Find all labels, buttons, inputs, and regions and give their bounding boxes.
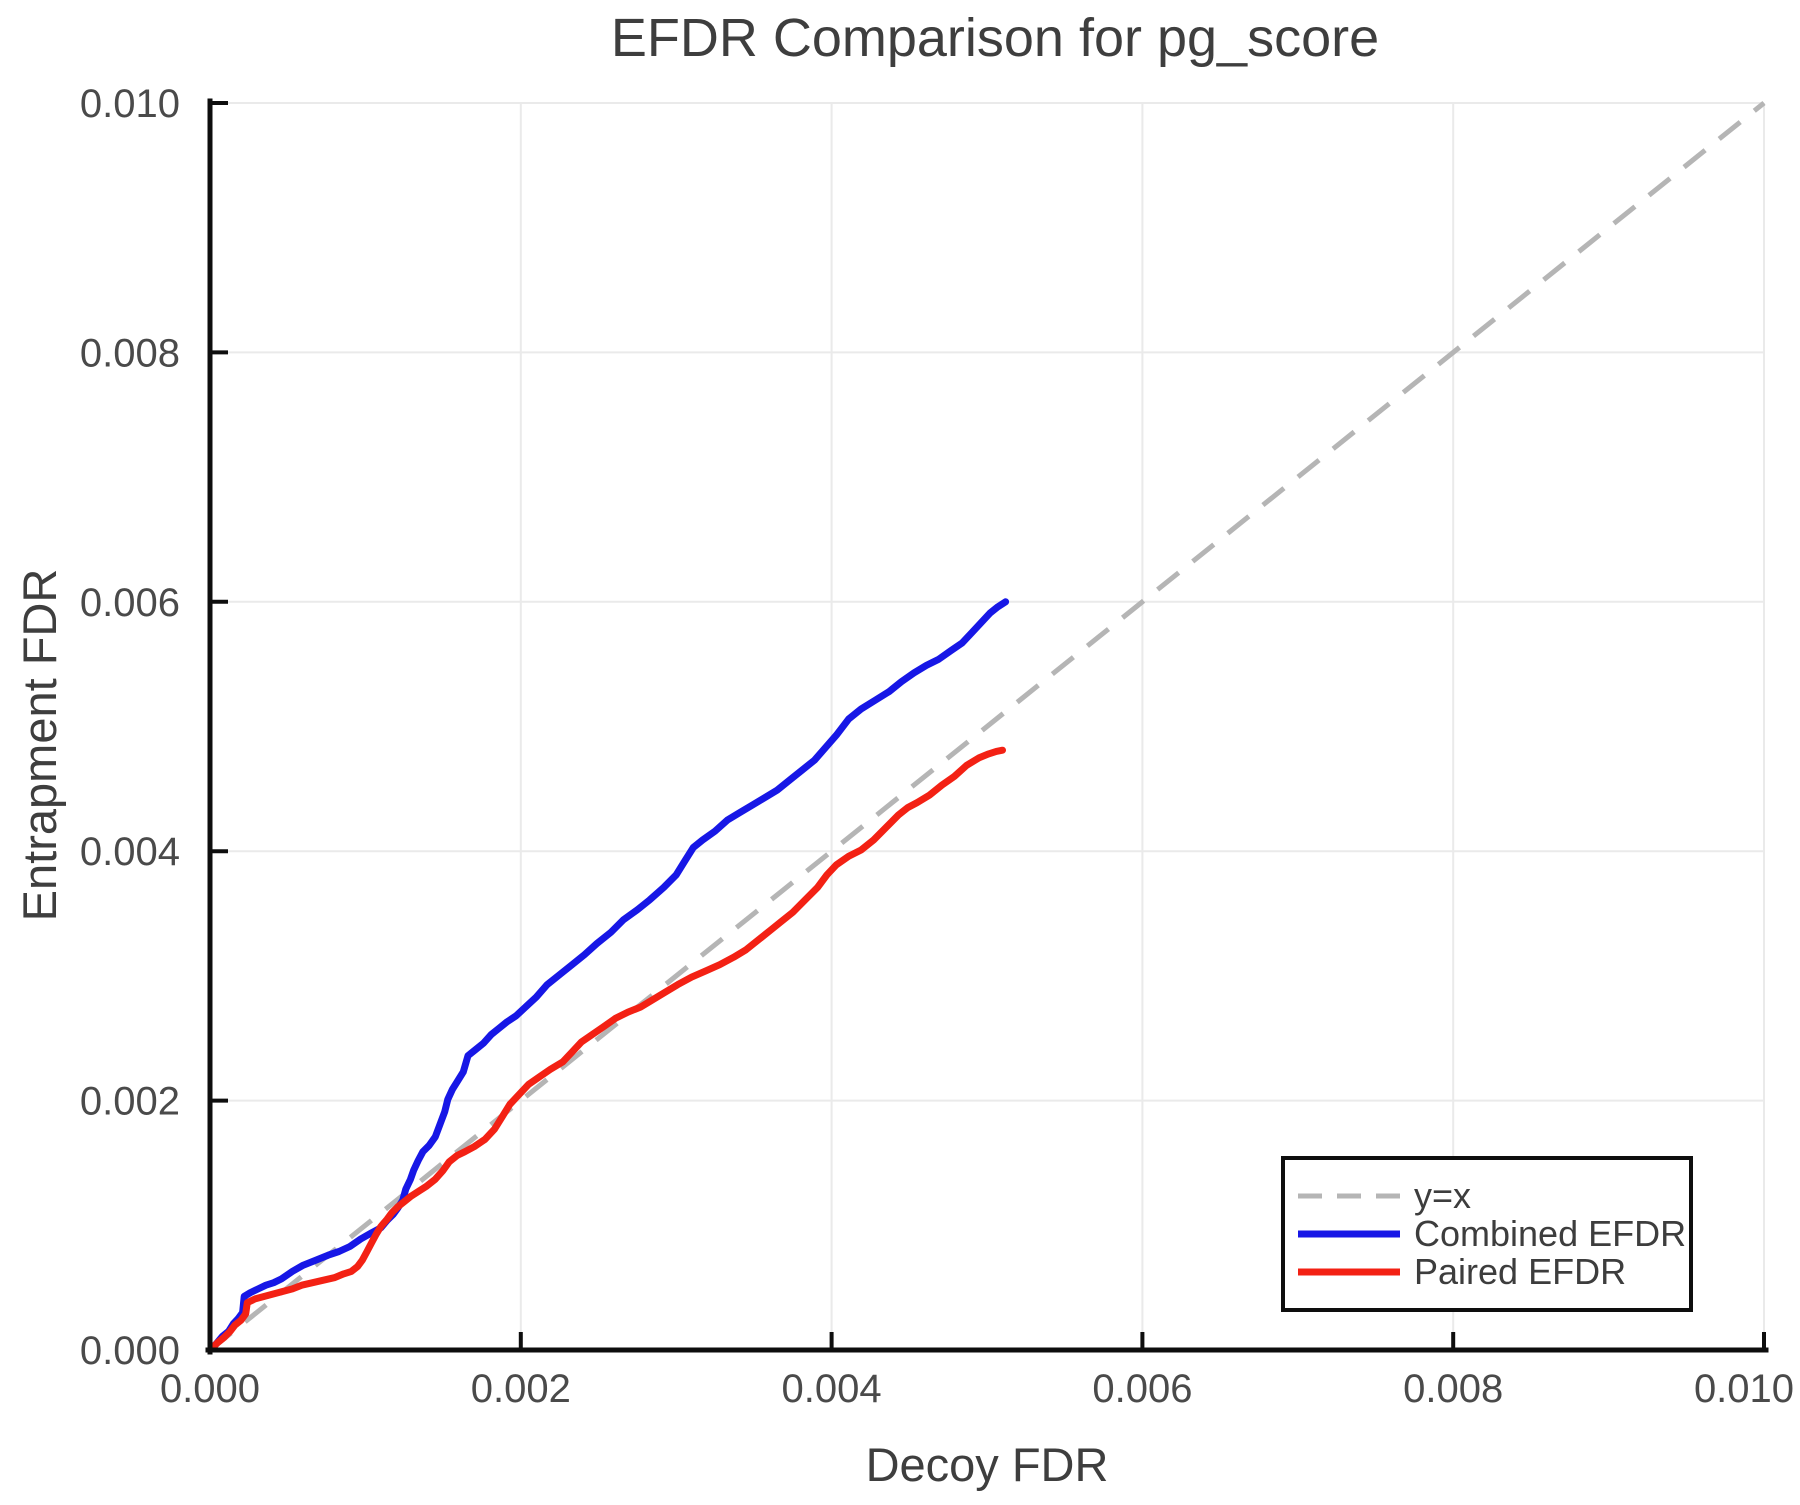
x-tick-label: 0.004 (782, 1367, 882, 1411)
y-tick-label: 0.000 (80, 1329, 180, 1373)
legend-label-identity: y=x (1414, 1175, 1471, 1216)
identity-line (208, 101, 1766, 1352)
y-tick-labels: 0.000 0.002 0.004 0.006 0.008 0.010 (80, 82, 180, 1373)
x-tick-label: 0.006 (1092, 1367, 1192, 1411)
legend-label-combined: Combined EFDR (1414, 1213, 1686, 1254)
y-tick-label: 0.006 (80, 581, 180, 625)
x-tick-labels: 0.000 0.002 0.004 0.006 0.008 0.010 (160, 1367, 1794, 1411)
y-tick-label: 0.004 (80, 830, 180, 874)
gridlines (210, 102, 1765, 1350)
x-tick-label: 0.010 (1694, 1367, 1794, 1411)
y-tick-label: 0.002 (80, 1080, 180, 1124)
x-tick-label: 0.002 (471, 1367, 571, 1411)
y-tick-label: 0.008 (80, 331, 180, 375)
y-axis-label: Entrapment FDR (13, 569, 66, 922)
x-axis-label: Decoy FDR (866, 1438, 1109, 1491)
series-line-combined-efdr (206, 598, 1010, 1354)
axes-spines (205, 98, 1769, 1355)
axis-ticks (208, 101, 1766, 1352)
legend: y=x Combined EFDR Paired EFDR (1281, 1156, 1693, 1312)
legend-label-paired: Paired EFDR (1414, 1251, 1626, 1292)
y-tick-label: 0.010 (80, 82, 180, 126)
x-tick-label: 0.008 (1403, 1367, 1503, 1411)
x-tick-label: 0.000 (160, 1367, 260, 1411)
chart-title: EFDR Comparison for pg_score (611, 8, 1379, 68)
series-line-paired-efdr (206, 746, 1006, 1354)
data-series (206, 598, 1010, 1354)
